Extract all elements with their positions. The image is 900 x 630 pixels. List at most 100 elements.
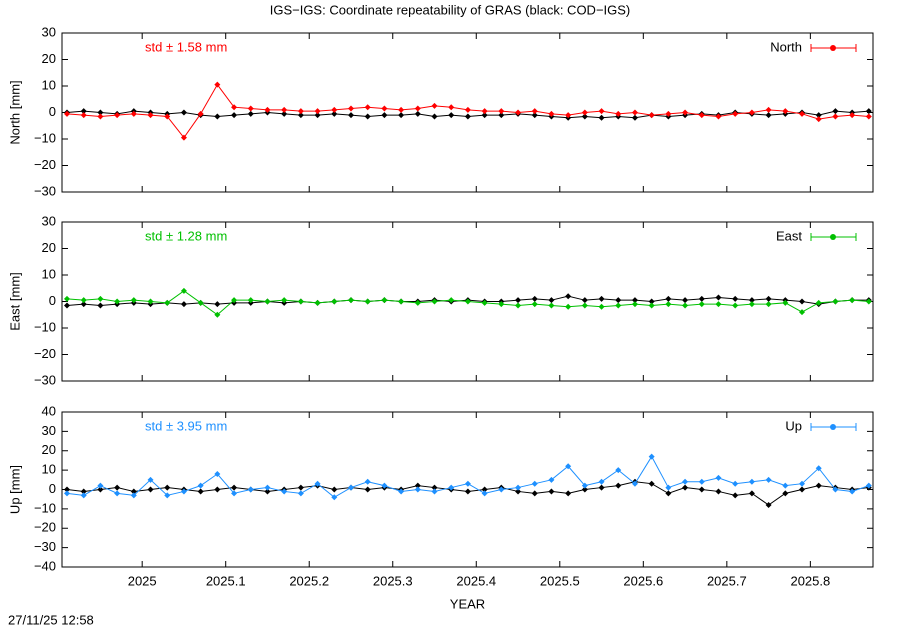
legend-label: Up [785, 418, 802, 433]
data-point [548, 488, 555, 495]
data-point [631, 301, 638, 308]
data-point [464, 480, 471, 487]
data-point [364, 486, 371, 493]
data-point [164, 299, 171, 306]
data-point [799, 309, 806, 316]
data-point [732, 302, 739, 309]
x-axis-label: YEAR [450, 596, 485, 611]
data-point [197, 482, 204, 489]
data-point [815, 299, 822, 306]
x-tick-label: 2025.5 [540, 573, 580, 588]
x-tick-label: 2025 [128, 573, 157, 588]
data-point [598, 295, 605, 302]
data-point [748, 297, 755, 304]
data-point [297, 112, 304, 119]
data-point [180, 287, 187, 294]
data-point [364, 113, 371, 120]
data-point [114, 490, 121, 497]
data-point [264, 106, 271, 113]
data-point [665, 484, 672, 491]
data-point [80, 297, 87, 304]
data-point [765, 106, 772, 113]
data-point [615, 482, 622, 489]
data-point [97, 486, 104, 493]
data-point [515, 488, 522, 495]
y-tick-label: 20 [42, 51, 56, 66]
data-point [665, 301, 672, 308]
data-point [815, 465, 822, 472]
data-point [548, 110, 555, 117]
data-point [849, 297, 856, 304]
chart-title: IGS−IGS: Coordinate repeatability of GRA… [270, 2, 631, 17]
data-point [281, 488, 288, 495]
data-point [765, 476, 772, 483]
y-tick-label: 10 [42, 77, 56, 92]
data-point [682, 302, 689, 309]
data-point [631, 109, 638, 116]
data-point [130, 297, 137, 304]
legend-label: East [776, 228, 802, 243]
data-point [615, 302, 622, 309]
data-point [598, 114, 605, 121]
data-point [347, 105, 354, 112]
data-point [448, 484, 455, 491]
data-point [214, 486, 221, 493]
data-point [531, 108, 538, 115]
data-point [698, 301, 705, 308]
data-point [598, 303, 605, 310]
x-tick-label: 2025.4 [456, 573, 496, 588]
data-point [865, 113, 872, 120]
data-point [815, 116, 822, 123]
y-tick-label: 30 [42, 423, 56, 438]
data-point [682, 297, 689, 304]
data-point [698, 112, 705, 119]
data-point [398, 488, 405, 495]
data-point [732, 295, 739, 302]
data-point [114, 298, 121, 305]
data-point [732, 480, 739, 487]
data-point [799, 486, 806, 493]
data-point [698, 295, 705, 302]
data-point [297, 484, 304, 491]
data-point [565, 293, 572, 300]
annotation: std ± 1.58 mm [145, 39, 227, 54]
data-point [648, 302, 655, 309]
data-point [832, 113, 839, 120]
data-point [581, 486, 588, 493]
data-point [180, 488, 187, 495]
data-point [331, 106, 338, 113]
data-point [481, 112, 488, 119]
data-point [448, 297, 455, 304]
data-point [114, 112, 121, 119]
data-point [381, 112, 388, 119]
data-point [765, 295, 772, 302]
data-point [414, 110, 421, 117]
x-tick-label: 2025.3 [373, 573, 413, 588]
legend-swatch [830, 234, 836, 240]
data-point [264, 484, 271, 491]
x-tick-label: 2025.7 [707, 573, 747, 588]
data-point [398, 106, 405, 113]
data-point [331, 494, 338, 501]
data-point [782, 482, 789, 489]
annotation: std ± 3.95 mm [145, 418, 227, 433]
data-point [80, 112, 87, 119]
data-point [381, 297, 388, 304]
data-point [64, 486, 71, 493]
data-point [381, 482, 388, 489]
data-point [331, 298, 338, 305]
data-point [865, 482, 872, 489]
data-point [615, 467, 622, 474]
data-point [832, 298, 839, 305]
data-point [97, 482, 104, 489]
data-point [715, 488, 722, 495]
data-point [715, 301, 722, 308]
data-point [581, 297, 588, 304]
x-tick-label: 2025.1 [206, 573, 246, 588]
data-point [347, 297, 354, 304]
data-point [498, 301, 505, 308]
data-point [615, 110, 622, 117]
data-point [80, 108, 87, 115]
plot-area [64, 453, 872, 508]
